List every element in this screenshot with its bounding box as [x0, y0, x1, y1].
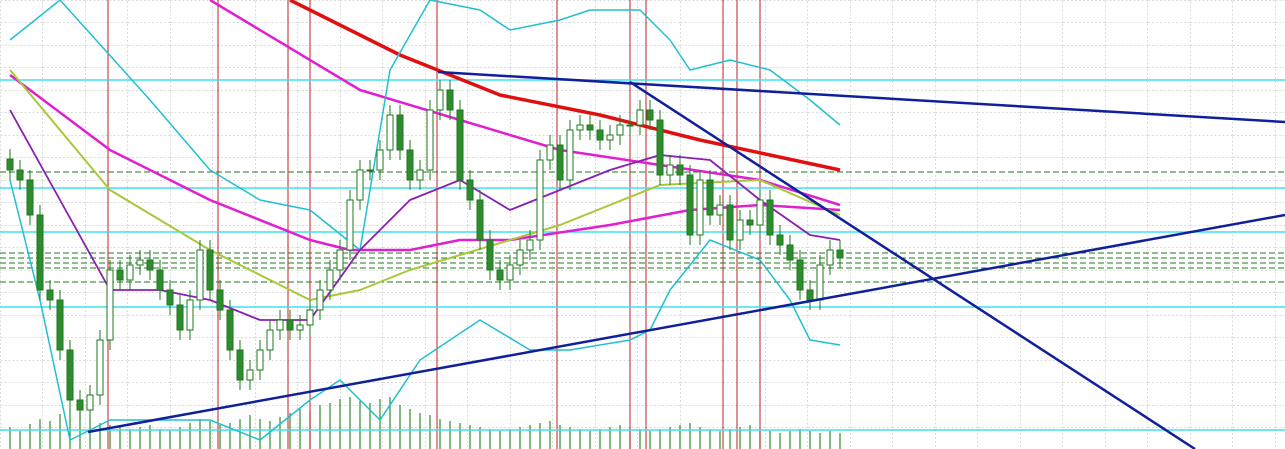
candle-body: [236, 349, 244, 381]
candle-body: [166, 289, 174, 306]
candle-body: [696, 179, 704, 236]
candle-body: [46, 289, 54, 301]
candle-body: [206, 249, 214, 291]
candle-body: [516, 249, 524, 266]
candle-body: [56, 299, 64, 351]
candle-body: [546, 144, 554, 161]
candle-body: [416, 169, 424, 181]
indicator-line: [9, 179, 841, 441]
candle-body: [6, 158, 14, 171]
candle-body: [476, 199, 484, 241]
candle-body: [526, 239, 534, 251]
indicator-line: [9, 0, 841, 251]
candle-body: [36, 214, 44, 291]
candle-body: [616, 124, 624, 136]
indicator-line: [289, 0, 841, 172]
candle-body: [376, 149, 384, 171]
candle-body: [76, 399, 84, 411]
candle-body: [506, 264, 514, 281]
candle-body: [586, 124, 594, 131]
candle-body: [186, 299, 194, 331]
candle-body: [776, 234, 784, 246]
candle-body: [666, 164, 674, 176]
candle-body: [676, 164, 684, 176]
candle-body: [286, 319, 294, 331]
candle-body: [566, 129, 574, 181]
candle-body: [216, 289, 224, 311]
candle-body: [86, 394, 94, 411]
candle-body: [726, 204, 734, 241]
candle-body: [106, 269, 114, 341]
candle-body: [656, 119, 664, 176]
candle-body: [396, 114, 404, 151]
candle-body: [156, 269, 164, 291]
candle-body: [466, 179, 474, 201]
candle-body: [446, 89, 454, 111]
candle-body: [606, 134, 614, 141]
candle-body: [366, 169, 374, 172]
candle-body: [356, 169, 364, 201]
candle-body: [836, 249, 844, 259]
candle-body: [316, 289, 324, 311]
candle-body: [626, 124, 634, 127]
candle-body: [406, 149, 414, 181]
candle-body: [436, 89, 444, 111]
candle-body: [746, 219, 754, 226]
candle-body: [196, 249, 204, 301]
candle-body: [116, 269, 124, 281]
trendline: [87, 213, 1285, 434]
candle-body: [146, 259, 154, 271]
candle-body: [326, 269, 334, 291]
candle-body: [66, 349, 74, 401]
candle-body: [136, 259, 144, 266]
candle-body: [536, 159, 544, 241]
candle-body: [806, 289, 814, 301]
candle-body: [16, 169, 24, 181]
candle-body: [556, 144, 564, 181]
indicator-line: [9, 109, 841, 321]
candle-body: [786, 244, 794, 261]
candle-body: [596, 129, 604, 141]
candle-body: [486, 239, 494, 271]
trendline: [629, 80, 1196, 449]
candle-body: [126, 264, 134, 281]
candle-body: [766, 199, 774, 236]
candle-body: [456, 109, 464, 181]
candle-body: [246, 369, 254, 381]
candle-body: [296, 324, 304, 331]
candle-body: [646, 109, 654, 121]
candle-body: [386, 114, 394, 151]
candle-body: [346, 199, 354, 251]
candle-body: [826, 249, 834, 266]
trendline: [437, 70, 1285, 124]
candle-body: [756, 199, 764, 226]
candle-body: [266, 329, 274, 351]
candle-body: [306, 309, 314, 326]
candle-body: [636, 109, 644, 126]
candle-body: [226, 309, 234, 351]
candle-body: [96, 339, 104, 396]
candle-body: [276, 319, 284, 331]
candle-body: [716, 204, 724, 216]
candle-body: [256, 349, 264, 371]
candle-body: [576, 124, 584, 131]
candle-body: [26, 179, 34, 216]
candle-body: [496, 269, 504, 281]
candle-body: [796, 259, 804, 291]
candle-body: [686, 174, 694, 236]
candle-body: [176, 304, 184, 331]
candle-body: [736, 219, 744, 241]
candle-body: [706, 179, 714, 216]
candle-body: [816, 264, 824, 301]
candle-body: [336, 249, 344, 271]
candle-body: [426, 109, 434, 171]
